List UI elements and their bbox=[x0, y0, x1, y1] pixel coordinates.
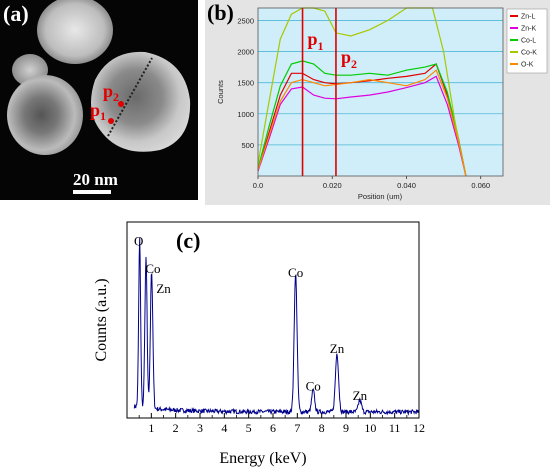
particle-top bbox=[37, 0, 113, 64]
peak-label-zn: Zn bbox=[353, 388, 368, 403]
legend: Zn-L Zn-K Co-L Co-K O-K bbox=[506, 8, 548, 74]
point-p1-label: p1 bbox=[90, 100, 106, 123]
x-tick-label: 10 bbox=[364, 421, 376, 435]
x-axis-label: Position (um) bbox=[358, 192, 403, 201]
particle-left bbox=[7, 75, 83, 155]
series-line-co-l bbox=[257, 60, 467, 177]
marker-label-p2: p2 bbox=[341, 47, 357, 71]
y-tick-label: 1500 bbox=[237, 79, 254, 88]
series-line-co-k bbox=[257, 7, 467, 177]
x-tick-label: 11 bbox=[389, 421, 401, 435]
series-line-zn-k bbox=[257, 75, 467, 177]
x-tick-label: 8 bbox=[319, 421, 325, 435]
x-tick-label: 0.0 bbox=[253, 181, 263, 190]
line-scan-panel: p1 p2 500 1000 1500 2000 2500 0.0 0.020 0.040 0.0… bbox=[205, 0, 550, 205]
x-axis-label: Energy (keV) bbox=[219, 450, 306, 467]
point-p2-marker bbox=[118, 101, 124, 107]
particle-main bbox=[91, 51, 191, 152]
peak-label-zn: Zn bbox=[156, 281, 171, 296]
peak-label-co: Co bbox=[306, 378, 321, 393]
peak-label-o: O bbox=[134, 233, 143, 248]
y-axis-label: Counts (a.u.) bbox=[93, 278, 110, 361]
y-tick-label: 2000 bbox=[237, 48, 254, 57]
point-p1-marker bbox=[108, 118, 114, 124]
marker-label-p1: p1 bbox=[308, 29, 324, 53]
peak-label-co: Co bbox=[288, 265, 303, 280]
legend-entry: Zn-L bbox=[521, 14, 536, 21]
x-tick-label: 4 bbox=[221, 421, 227, 435]
series-line-o-k bbox=[257, 69, 467, 177]
eds-spectrum-panel: 1 2 3 4 5 6 7 8 9 10 11 12 O Co Zn Co Co Zn Zn Energy (ke… bbox=[90, 210, 550, 468]
x-tick-label: 3 bbox=[197, 421, 203, 435]
legend-entry: Co-K bbox=[521, 50, 537, 57]
panel-c-label: (c) bbox=[176, 228, 200, 253]
legend-entry: Co-L bbox=[521, 38, 536, 45]
line-scan-path bbox=[107, 57, 153, 137]
tem-image-panel: p1 p2 20 nm (a) bbox=[0, 0, 198, 200]
point-p2-label: p2 bbox=[103, 81, 119, 104]
x-tick-label: 2 bbox=[173, 421, 179, 435]
legend-entry: Zn-K bbox=[521, 26, 537, 33]
x-tick-label: 1 bbox=[148, 421, 154, 435]
panel-a-label: (a) bbox=[3, 1, 29, 26]
scale-bar-label: 20 nm bbox=[73, 170, 118, 189]
tem-image: p1 p2 20 nm (a) bbox=[0, 0, 198, 200]
line-scan-chart: p1 p2 500 1000 1500 2000 2500 0.0 0.020 0.040 0.0… bbox=[216, 7, 548, 201]
x-tick-label: 7 bbox=[294, 421, 300, 435]
plot-area bbox=[258, 8, 503, 176]
x-tick-label: 0.020 bbox=[323, 181, 342, 190]
x-tick-label: 9 bbox=[343, 421, 349, 435]
spectrum-line bbox=[133, 237, 420, 416]
peak-label-co: Co bbox=[145, 261, 160, 276]
x-tick-label: 5 bbox=[246, 421, 252, 435]
x-tick-label: 12 bbox=[413, 421, 425, 435]
x-tick-label: 6 bbox=[270, 421, 276, 435]
y-tick-label: 2500 bbox=[237, 16, 254, 25]
peak-label-zn: Zn bbox=[330, 341, 345, 356]
y-tick-label: 1000 bbox=[237, 110, 254, 119]
y-axis-label: Counts bbox=[216, 80, 225, 104]
panel-b-label: (b) bbox=[207, 0, 234, 25]
plot-frame bbox=[257, 7, 504, 177]
x-tick-label: 0.060 bbox=[471, 181, 490, 190]
y-tick-label: 500 bbox=[241, 141, 254, 150]
legend-entry: O-K bbox=[521, 62, 534, 69]
plot-frame bbox=[126, 221, 420, 419]
x-tick-label: 0.040 bbox=[397, 181, 416, 190]
scale-bar bbox=[73, 190, 111, 194]
